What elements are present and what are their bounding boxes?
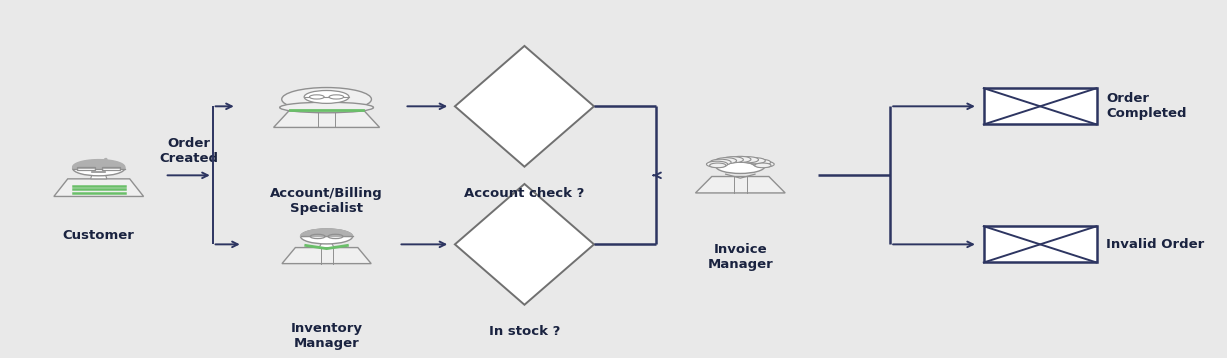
Text: Customer: Customer (63, 229, 135, 242)
Circle shape (753, 161, 774, 167)
Text: In stock ?: In stock ? (488, 325, 561, 338)
Text: Account check ?: Account check ? (464, 188, 584, 200)
Circle shape (715, 158, 736, 164)
Polygon shape (319, 243, 334, 248)
Ellipse shape (282, 88, 372, 111)
Circle shape (710, 159, 731, 165)
Bar (77, 167, 94, 170)
Bar (102, 167, 120, 170)
Circle shape (707, 161, 728, 167)
Polygon shape (91, 174, 107, 179)
Polygon shape (301, 229, 352, 236)
Circle shape (750, 159, 771, 165)
Polygon shape (54, 179, 144, 197)
Circle shape (715, 159, 764, 174)
Polygon shape (274, 110, 379, 127)
Circle shape (755, 163, 771, 168)
Polygon shape (455, 46, 594, 167)
Circle shape (723, 157, 744, 163)
Circle shape (301, 229, 352, 244)
Ellipse shape (304, 91, 348, 103)
Polygon shape (72, 160, 125, 168)
Text: Account/Billing
Specialist: Account/Billing Specialist (270, 188, 383, 216)
Text: Order
Completed: Order Completed (1106, 92, 1187, 120)
Ellipse shape (280, 102, 373, 113)
Circle shape (72, 161, 125, 176)
Circle shape (709, 163, 726, 168)
Polygon shape (282, 248, 372, 263)
Text: Order
Created: Order Created (160, 137, 218, 165)
Bar (984, 226, 1097, 262)
Text: Invoice
Manager: Invoice Manager (708, 243, 773, 271)
Circle shape (744, 158, 766, 164)
Text: Inventory
Manager: Inventory Manager (291, 322, 363, 350)
Bar (984, 88, 1097, 125)
Circle shape (730, 156, 751, 163)
Circle shape (737, 157, 758, 163)
Text: Invalid Order: Invalid Order (1106, 238, 1205, 251)
Polygon shape (696, 176, 785, 193)
Polygon shape (455, 184, 594, 305)
